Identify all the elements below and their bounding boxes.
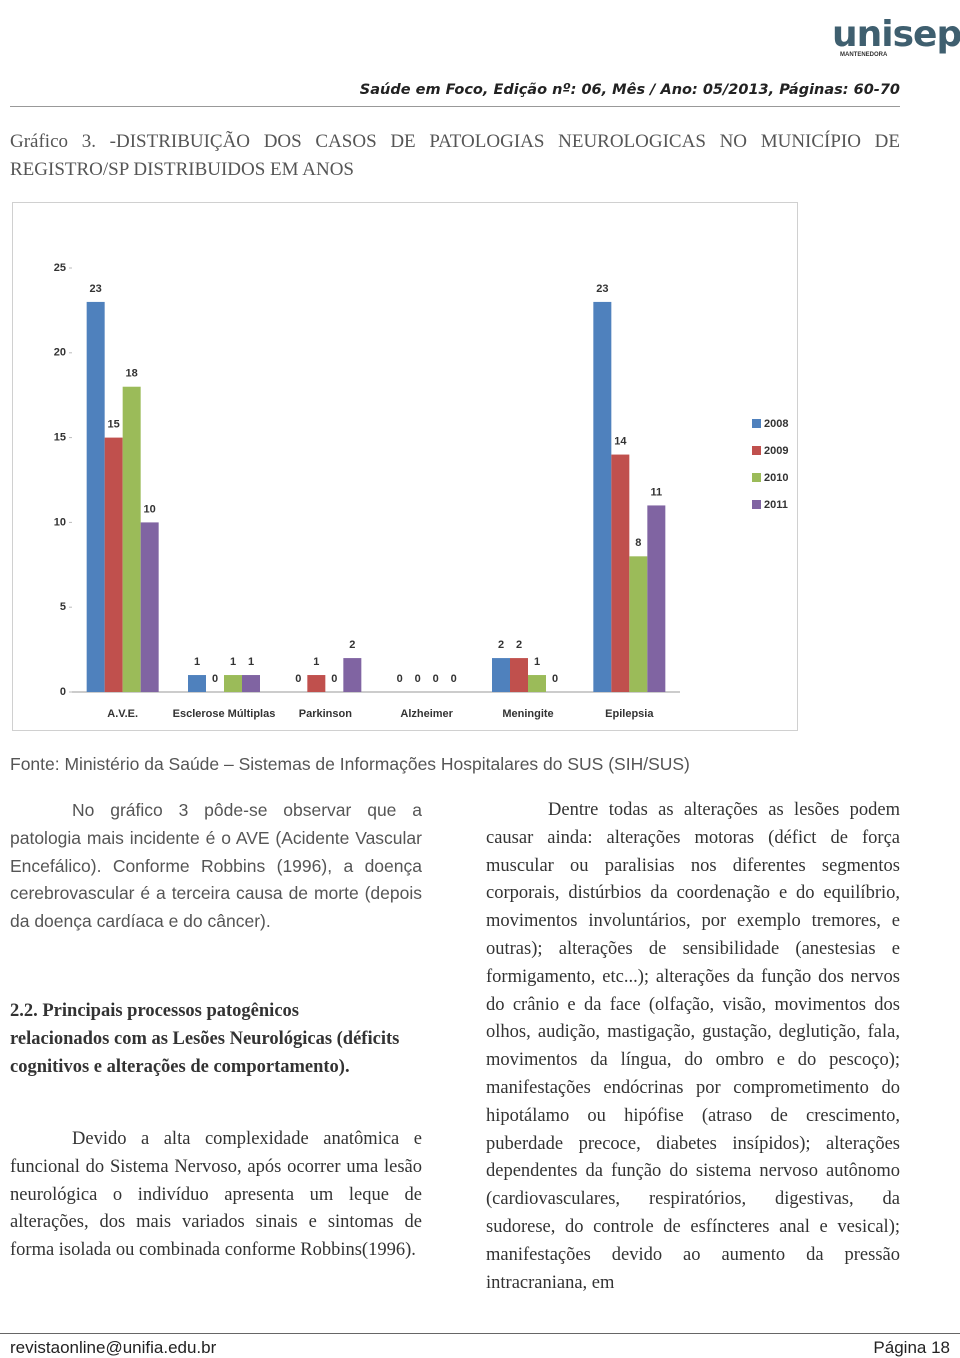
legend-swatch [752, 473, 761, 482]
legend-label: 2009 [764, 445, 788, 457]
data-label: 0 [415, 673, 421, 685]
bar [629, 556, 648, 692]
bar [307, 675, 326, 692]
bar [647, 505, 666, 692]
legend-swatch [752, 500, 761, 509]
footer-email: revistaonline@unifia.edu.br [10, 1338, 217, 1357]
footer-rule [0, 1333, 960, 1334]
bar [242, 675, 260, 692]
data-label: 0 [331, 673, 337, 685]
data-label: 10 [144, 503, 156, 515]
data-label: 14 [614, 435, 627, 447]
bar [140, 522, 159, 692]
x-tick-label: Alzheimer [400, 708, 453, 720]
data-label: 0 [451, 673, 457, 685]
bar [122, 386, 141, 692]
x-tick-label: A.V.E. [107, 708, 138, 720]
data-label: 15 [108, 419, 120, 431]
y-tick-label: 10 [54, 516, 66, 528]
bar [188, 675, 206, 692]
bar [528, 675, 546, 692]
data-label: 18 [126, 368, 138, 380]
data-label: 0 [212, 673, 218, 685]
data-label: 1 [534, 656, 540, 668]
y-tick-label: 20 [54, 347, 66, 359]
data-label: 2 [349, 639, 355, 651]
x-tick-label: Parkinson [299, 708, 352, 720]
bar [492, 658, 510, 692]
data-label: 0 [552, 673, 558, 685]
data-label: 23 [90, 283, 102, 295]
data-label: 2 [516, 639, 522, 651]
data-label: 0 [397, 673, 403, 685]
bar [224, 675, 242, 692]
data-label: 8 [635, 537, 641, 549]
logo: unisepe [832, 14, 960, 55]
page-number: Página 18 [873, 1338, 950, 1357]
x-tick-label: Esclerose Múltiplas [173, 708, 276, 720]
legend-label: 2008 [764, 418, 788, 430]
paragraph: Dentre todas as alterações as lesões pod… [486, 800, 900, 1293]
figure-source: Fonte: Ministério da Saúde – Sistemas de… [10, 754, 690, 774]
section-heading: 2.2. Principais processos patogênicos re… [10, 1001, 400, 1077]
bar [104, 437, 123, 692]
bar [343, 658, 362, 692]
legend-label: 2010 [764, 472, 788, 484]
x-tick-label: Epilepsia [605, 708, 654, 720]
data-label: 2 [498, 639, 504, 651]
data-label: 1 [194, 656, 200, 668]
data-label: 0 [433, 673, 439, 685]
bar [593, 301, 612, 692]
bar [86, 301, 105, 692]
data-label: 1 [230, 656, 236, 668]
legend-swatch [752, 419, 761, 428]
bar [611, 454, 630, 692]
data-label: 0 [295, 673, 301, 685]
y-tick-label: 25 [54, 262, 66, 274]
data-label: 23 [596, 283, 608, 295]
figure-caption: Gráfico 3. -DISTRIBUIÇÃO DOS CASOS DE PA… [10, 131, 900, 180]
data-label: 11 [651, 486, 663, 498]
journal-info: Saúde em Foco, Edição nº: 06, Mês / Ano:… [359, 82, 900, 98]
data-label: 1 [313, 656, 319, 668]
paragraph: No gráfico 3 pôde-se observar que a pato… [10, 800, 422, 932]
y-tick-label: 15 [54, 432, 66, 444]
logo-subtitle: MANTENEDORA [840, 52, 888, 58]
x-tick-label: Meningite [502, 708, 553, 720]
bar [510, 658, 528, 692]
header-rule [10, 106, 900, 107]
legend-label: 2011 [764, 499, 788, 511]
y-tick-label: 0 [60, 686, 66, 698]
y-tick-label: 5 [60, 601, 66, 613]
legend-swatch [752, 446, 761, 455]
paragraph: Devido a alta complexidade anatômica e f… [10, 1129, 422, 1261]
data-label: 1 [248, 656, 254, 668]
